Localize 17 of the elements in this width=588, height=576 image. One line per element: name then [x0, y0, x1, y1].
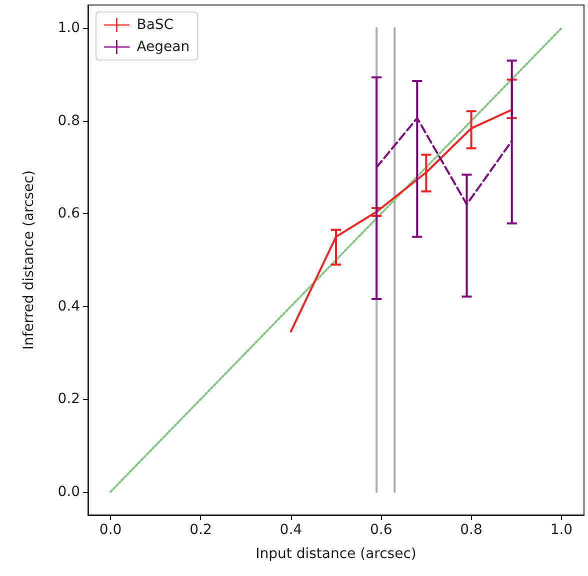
x-tick-label: 0.6: [370, 522, 392, 538]
x-tick-label: 1.0: [550, 522, 573, 538]
y-tick-label: 0.8: [58, 112, 80, 129]
y-tick-label: 1.0: [58, 20, 80, 36]
legend-label: Aegean: [136, 39, 190, 55]
x-axis-title: Input distance (arcsec): [256, 546, 416, 562]
legend-label: BaSC: [136, 17, 174, 33]
x-tick-label: 0.8: [460, 522, 482, 538]
y-axis-title: Inferred distance (arcsec): [21, 170, 37, 350]
line-series: [290, 108, 513, 332]
x-tick-label: 0.2: [190, 522, 212, 538]
y-tick-label: 0.2: [58, 391, 80, 408]
y-tick-label: 0.4: [58, 298, 80, 314]
x-tick-label: 0.4: [280, 522, 302, 538]
x-tick-label: 0.0: [99, 522, 122, 538]
y-tick-label: 0.6: [58, 206, 80, 222]
y-tick-label: 0.0: [58, 484, 80, 500]
